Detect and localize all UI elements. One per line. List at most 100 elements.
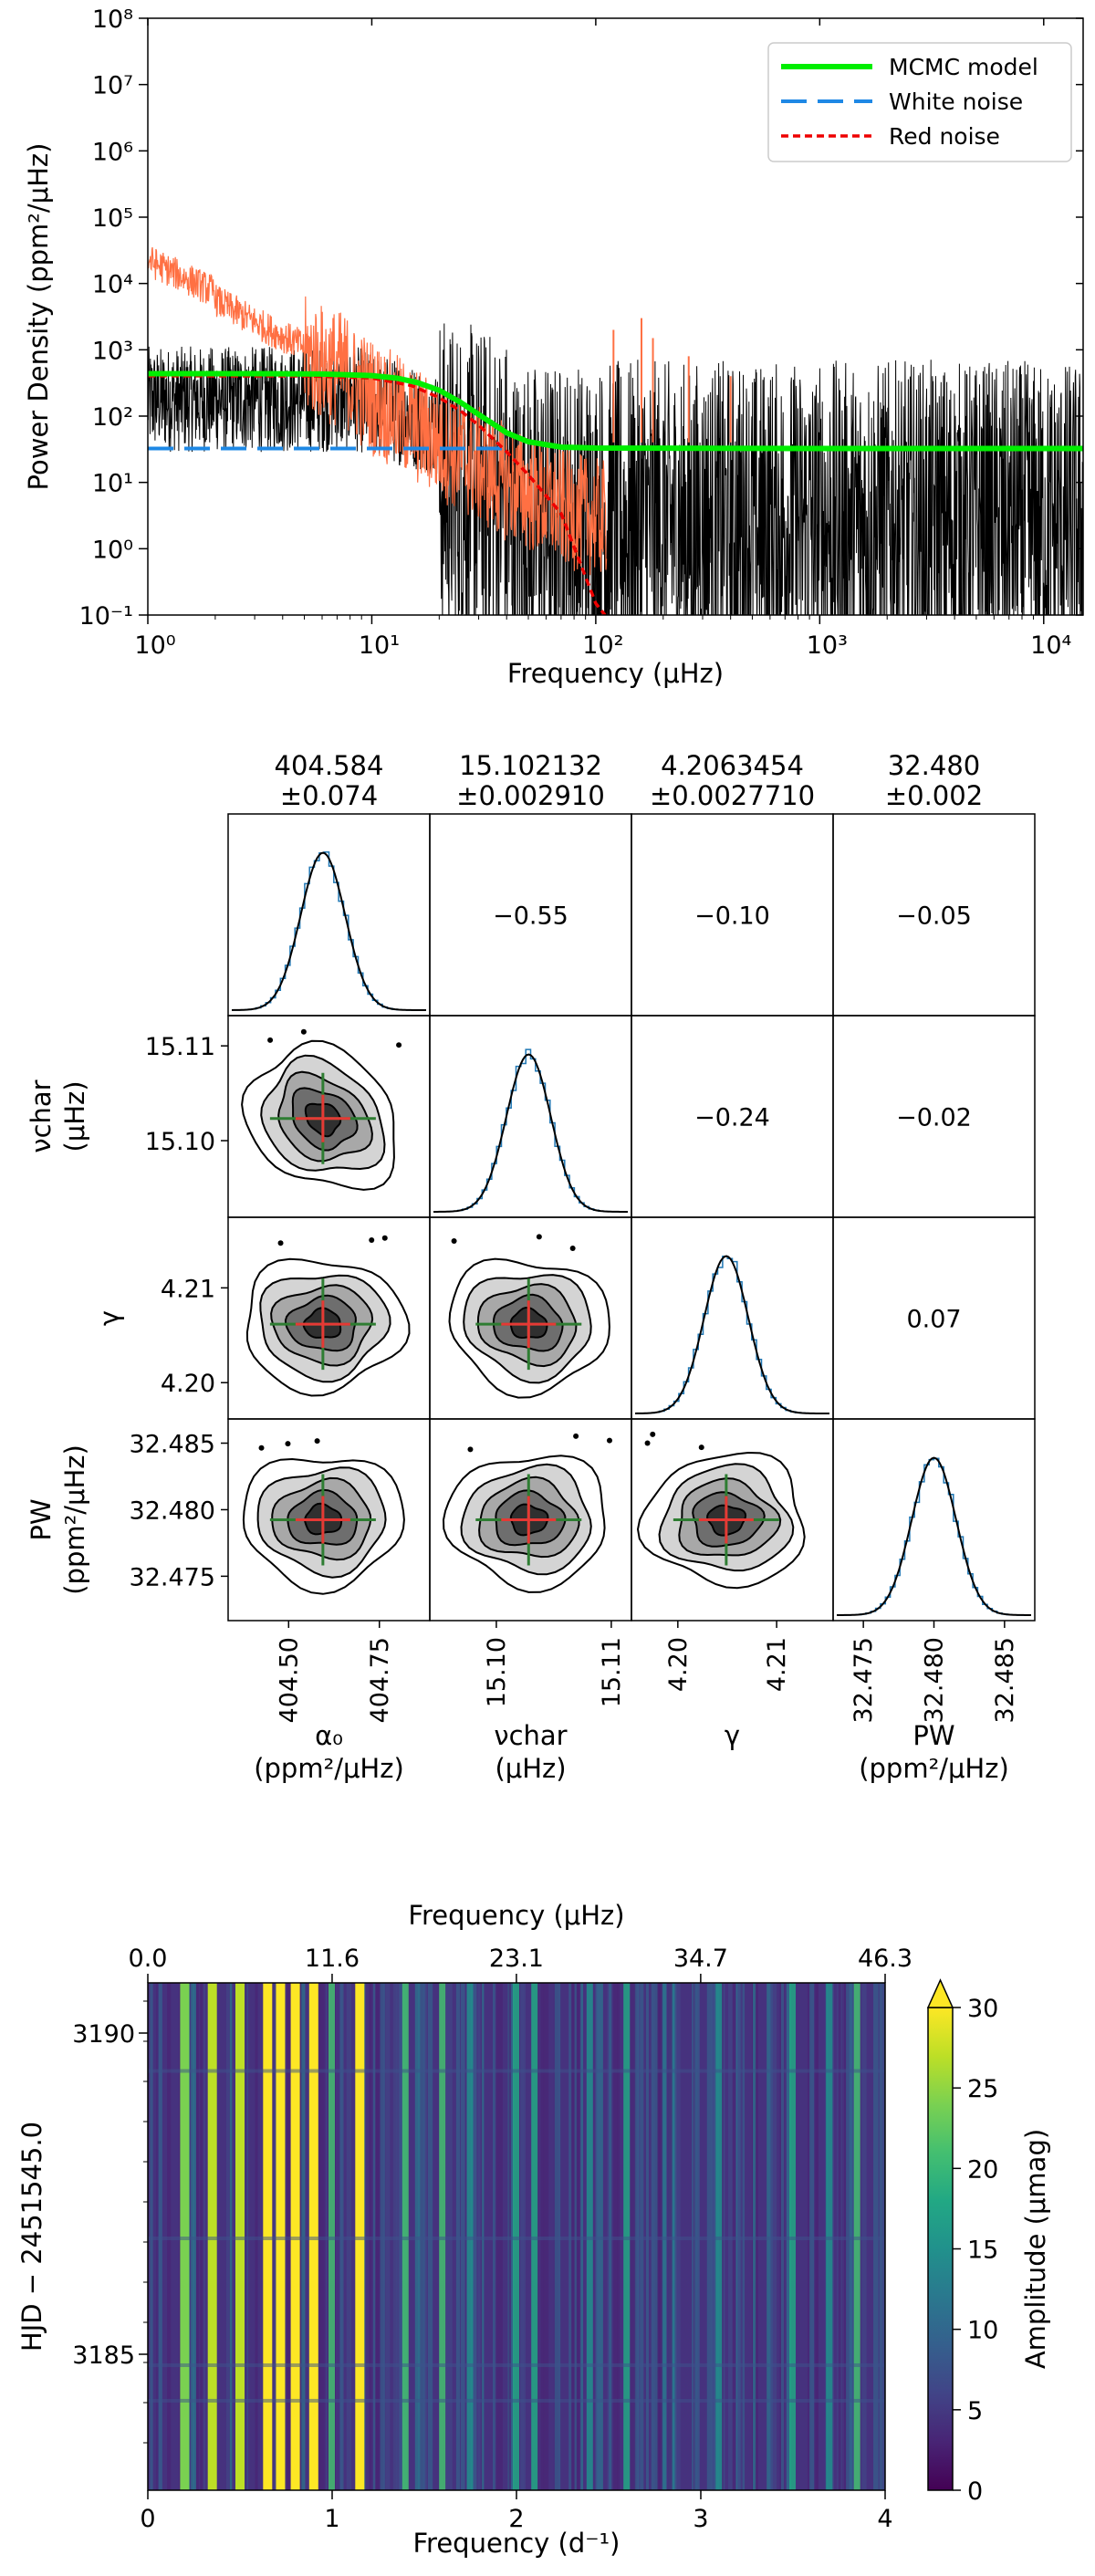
- histogram-steps-3: [837, 1457, 1031, 1616]
- correlation-1-3: −0.02: [896, 1104, 972, 1132]
- param-error-2: ±0.0027710: [650, 780, 815, 811]
- corner-y-unit-0: (μHz): [59, 1080, 90, 1152]
- colorbar-tick-label-5: 25: [967, 2075, 998, 2103]
- param-value-3: 32.480: [888, 750, 980, 781]
- corner-cell-0-0: [227, 813, 431, 1017]
- outlier-dot: [277, 1240, 284, 1246]
- colorbar-label: Amplitude (μmag): [1020, 2129, 1051, 2369]
- y-tick-label: 10²: [92, 403, 133, 432]
- corner-x-label-0: α₀: [315, 1720, 343, 1751]
- param-error-0: ±0.074: [280, 780, 378, 811]
- heatmap-x-tick-label-0: 0: [140, 2505, 155, 2533]
- corner-x-unit-0: (ppm²/μHz): [254, 1753, 404, 1784]
- corner-x-label-1: νchar: [494, 1720, 567, 1751]
- outlier-dot: [396, 1042, 402, 1048]
- heatmap-x-label: Frequency (d⁻¹): [412, 2528, 620, 2559]
- corner-y-tick-label-1-0: 4.21: [161, 1275, 215, 1303]
- colorbar-tick-label-0: 0: [967, 2477, 983, 2506]
- data-series-orange: [148, 246, 608, 576]
- corner-x-tick-label-2-0: 4.20: [664, 1637, 693, 1692]
- correlation-1-2: −0.24: [694, 1104, 770, 1132]
- outlier-dot: [644, 1440, 651, 1446]
- outlier-dot: [258, 1444, 265, 1451]
- param-value-0: 404.584: [275, 750, 384, 781]
- histogram-curve-1: [433, 1053, 628, 1213]
- legend-label-2: Red noise: [889, 123, 1000, 150]
- heatmap-top-tick-label-2: 23.1: [489, 1945, 544, 1973]
- outlier-dot: [300, 1028, 307, 1035]
- legend-box: [767, 42, 1072, 162]
- outlier-dot: [536, 1234, 542, 1240]
- y-tick-label: 10⁷: [92, 72, 133, 100]
- colorbar-tick-label-1: 5: [967, 2397, 983, 2425]
- legend-label-1: White noise: [889, 89, 1023, 115]
- colorbar-tick-label-4: 20: [967, 2155, 998, 2184]
- corner-x-tick-label-3-0: 32.475: [850, 1637, 878, 1723]
- x-tick-label: 10³: [807, 631, 848, 660]
- corner-y-tick-label-0-0: 15.11: [145, 1033, 215, 1061]
- heatmap-y-tick-label-1: 3190: [72, 2020, 135, 2049]
- corner-y-label-0: νchar: [26, 1079, 57, 1152]
- corner-x-tick-label-0-1: 404.75: [366, 1637, 394, 1723]
- corner-x-label-2: γ: [725, 1720, 740, 1751]
- y-tick-label: 10¹: [92, 470, 133, 498]
- corner-y-tick-label-0-1: 15.10: [145, 1128, 215, 1156]
- histogram-steps-1: [433, 1048, 628, 1213]
- outlier-dot: [381, 1235, 388, 1241]
- outlier-dot: [698, 1444, 704, 1451]
- param-error-3: ±0.002: [885, 780, 983, 811]
- corner-x-tick-label-1-0: 15.10: [483, 1637, 511, 1707]
- heatmap-x-tick-label-2: 2: [508, 2505, 524, 2533]
- y-tick-label: 10⁻¹: [79, 602, 133, 631]
- corner-x-unit-1: (μHz): [495, 1753, 566, 1784]
- corner-x-label-3: PW: [912, 1720, 954, 1751]
- heatmap-top-tick-label-3: 34.7: [673, 1945, 728, 1973]
- data-series-black: [148, 323, 1083, 615]
- x-tick-label: 10¹: [359, 631, 400, 660]
- time-band: [148, 2069, 885, 2073]
- corner-y-label-1: γ: [94, 1310, 125, 1326]
- histogram-steps-0: [232, 850, 426, 1011]
- corner-y-tick-label-1-1: 4.20: [161, 1370, 215, 1398]
- corner-x-tick-label-3-2: 32.485: [991, 1637, 1019, 1723]
- outlier-dot: [569, 1245, 576, 1251]
- plot1-area: [148, 246, 1083, 615]
- heatmap-top-tick-label-1: 11.6: [305, 1945, 360, 1973]
- legend-label-0: MCMC model: [889, 54, 1038, 80]
- heatmap-x-tick-label-4: 4: [877, 2505, 892, 2533]
- histogram-steps-2: [635, 1255, 829, 1414]
- corner-y-label-2: PW: [26, 1498, 57, 1540]
- corner-y-tick-label-2-1: 32.480: [130, 1497, 215, 1525]
- y-tick-label: 10⁵: [92, 204, 133, 233]
- param-error-1: ±0.002910: [456, 780, 605, 811]
- heatmap-top-label: Frequency (μHz): [408, 1900, 624, 1931]
- outlier-dot: [285, 1441, 291, 1447]
- corner-y-tick-label-2-2: 32.475: [130, 1563, 215, 1591]
- corner-cell-1-1: [429, 1015, 632, 1218]
- outlier-dot: [451, 1238, 457, 1245]
- y-axis-label: Power Density (ppm²/μHz): [23, 143, 54, 491]
- param-value-2: 4.2063454: [661, 750, 804, 781]
- plot1-frame: [147, 17, 1084, 616]
- y-tick-label: 10⁶: [92, 138, 133, 166]
- heatmap-top-tick-label-4: 46.3: [858, 1945, 912, 1973]
- x-axis-label: Frequency (μHz): [507, 658, 724, 689]
- y-tick-label: 10⁰: [92, 536, 133, 564]
- x-tick-label: 10⁴: [1030, 631, 1071, 660]
- x-tick-label: 10⁰: [134, 631, 175, 660]
- outlier-dot: [314, 1438, 320, 1444]
- outlier-dot: [573, 1433, 579, 1439]
- corner-x-tick-label-3-1: 32.480: [921, 1637, 949, 1723]
- corner-y-unit-2: (ppm²/μHz): [59, 1444, 90, 1595]
- time-band: [148, 2237, 885, 2240]
- corner-x-tick-label-0-0: 404.50: [275, 1637, 303, 1723]
- histogram-curve-2: [634, 1255, 829, 1414]
- corner-cell-2-2: [631, 1216, 834, 1420]
- colorbar-extend-arrow: [926, 1978, 954, 2008]
- heatmap-area: [148, 1983, 885, 2490]
- y-tick-label: 10⁴: [92, 271, 133, 299]
- outlier-dot: [267, 1037, 274, 1043]
- y-tick-label: 10³: [92, 337, 133, 365]
- corner-cell-3-3: [832, 1418, 1036, 1622]
